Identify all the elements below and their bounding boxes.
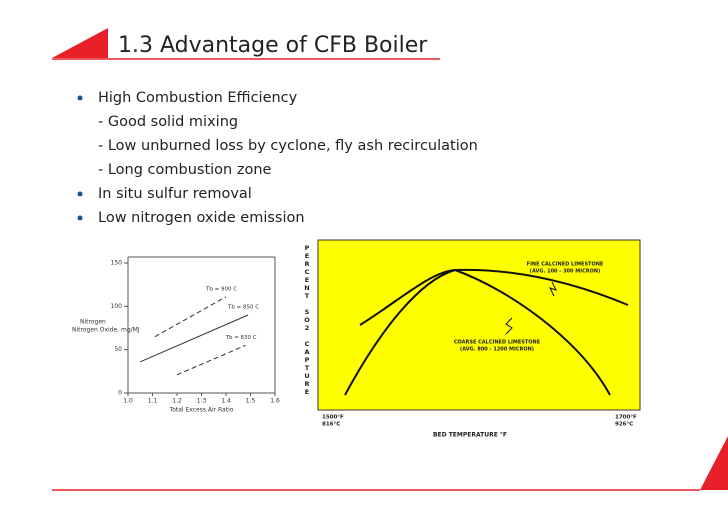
fine-pointer [549,281,557,297]
x-end-label: 926°C [615,422,633,428]
bullet-dot [77,215,83,221]
x-tick-label: 1.0 [123,398,133,405]
series-label: Tb = 900 C [205,286,237,292]
coarse-label: (AVG. 800 - 1200 MICRON) [460,347,534,353]
bullet-text: High Combustion Efficiency [98,90,298,106]
sub-item: - Long combustion zone [98,162,272,178]
sub-item: - Good solid mixing [98,114,238,130]
sub-item: - Low unburned loss by cyclone, fly ash … [98,138,478,154]
series-label: Tb = 850 C [227,305,259,311]
x-tick-label: 1.4 [221,398,231,405]
bullet-text: In situ sulfur removal [98,186,252,202]
bullet-dot [77,95,83,101]
fine-label: FINE CALCINED LIMESTONE [527,262,604,268]
y-axis-label: Nitrogen Oxide, mg/MJ [72,327,140,334]
title: 1.3 Advantage of CFB Boiler [118,33,428,58]
coarse-pointer [505,317,513,335]
so2-panel [317,239,641,411]
x-tick-label: 1.3 [197,398,207,405]
header-triangle [52,28,108,58]
x-tick-label: 1.5 [246,398,256,405]
fine-label: (AVG. 100 - 300 MICRON) [530,269,601,275]
y-tick-label: 100 [111,303,123,310]
coarse-label: COARSE CALCINED LIMESTONE [454,340,541,346]
nox-line [154,296,227,338]
x-tick-label: 1.2 [172,398,182,405]
x-axis-label: Total Excess Air Ratio [169,407,234,414]
x-end-label: 1700°F [615,415,637,421]
y-tick-label: 50 [114,346,122,353]
x-end-label: 816°C [322,422,340,428]
coarse-curve [344,268,611,396]
nox-line [176,344,246,376]
x-tick-label: 1.6 [270,398,280,405]
x-end-label: 1500°F [322,415,344,421]
nox-line [140,314,249,363]
so2-ylabel: PERCENT SO2 CAPTURE [303,244,311,396]
fine-curve [359,268,629,326]
y-axis-label-prefix: Nitrogen [80,319,106,326]
bullet-text: Low nitrogen oxide emission [98,210,305,226]
bullet-dot [77,191,83,197]
x-axis-label: BED TEMPERATURE °F [433,432,507,439]
footer-triangle [700,436,728,490]
y-tick-label: 0 [118,390,122,397]
x-tick-label: 1.1 [148,398,158,405]
y-tick-label: 150 [111,260,123,267]
series-label: Tb = 830 C [225,335,257,341]
